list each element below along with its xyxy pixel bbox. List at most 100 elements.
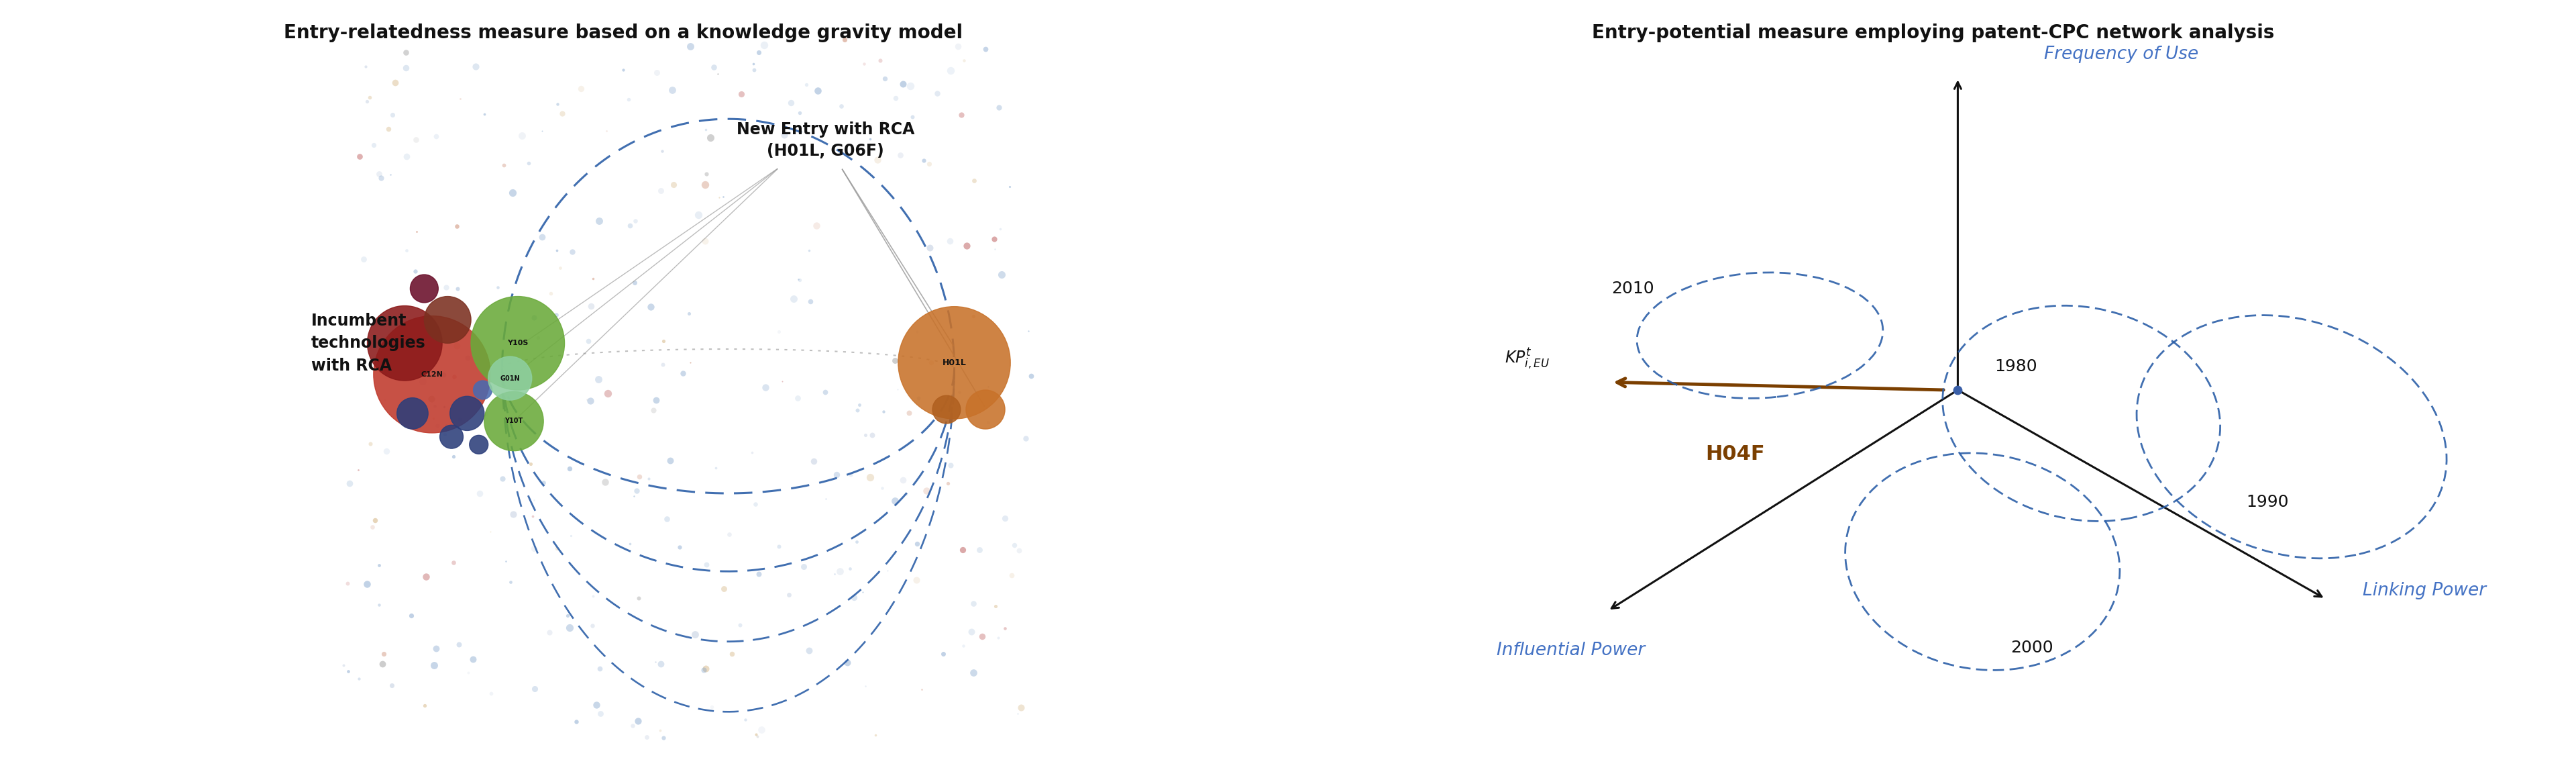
- Point: [618, 470, 659, 483]
- Point: [907, 484, 948, 497]
- Point: [961, 630, 1002, 643]
- Point: [685, 662, 726, 675]
- Point: [806, 493, 848, 505]
- Text: H04F: H04F: [1705, 445, 1765, 464]
- Point: [796, 84, 837, 97]
- Point: [976, 600, 1018, 612]
- Point: [353, 139, 394, 151]
- Point: [513, 542, 554, 555]
- Point: [783, 560, 824, 573]
- Point: [649, 454, 690, 466]
- Point: [580, 707, 621, 720]
- Point: [675, 628, 716, 640]
- Point: [513, 494, 554, 506]
- Point: [744, 381, 786, 393]
- Point: [943, 640, 984, 652]
- Text: Entry-relatedness measure based on a knowledge gravity model: Entry-relatedness measure based on a kno…: [283, 23, 963, 42]
- Point: [538, 261, 580, 274]
- Point: [634, 655, 675, 668]
- Point: [629, 472, 670, 484]
- Point: [690, 700, 732, 713]
- Point: [611, 537, 652, 550]
- Point: [762, 129, 804, 141]
- Point: [549, 463, 590, 475]
- Point: [353, 521, 394, 534]
- Point: [551, 530, 592, 542]
- Point: [567, 393, 608, 406]
- Point: [546, 609, 587, 622]
- Point: [837, 403, 878, 416]
- Text: Y10S: Y10S: [507, 340, 528, 346]
- Point: [626, 731, 667, 743]
- Point: [984, 622, 1025, 634]
- Point: [404, 570, 446, 583]
- Point: [464, 108, 505, 120]
- Point: [1010, 370, 1051, 382]
- Point: [822, 146, 863, 158]
- Point: [556, 715, 598, 728]
- Point: [471, 687, 513, 700]
- Point: [778, 392, 819, 404]
- Point: [963, 43, 1005, 55]
- Point: [685, 235, 726, 247]
- Text: Entry-potential measure employing patent-CPC network analysis: Entry-potential measure employing patent…: [1592, 23, 2275, 42]
- Point: [435, 220, 477, 232]
- Point: [827, 656, 868, 668]
- Point: [997, 707, 1038, 720]
- Point: [778, 106, 819, 119]
- Point: [866, 73, 907, 85]
- Point: [793, 455, 835, 467]
- Point: [850, 133, 891, 145]
- Point: [778, 274, 819, 286]
- Point: [953, 174, 994, 186]
- Point: [904, 154, 945, 167]
- Point: [974, 233, 1015, 246]
- Point: [518, 332, 559, 344]
- Point: [951, 626, 992, 638]
- Point: [1007, 324, 1048, 337]
- Circle shape: [484, 392, 544, 451]
- Point: [757, 541, 799, 553]
- Point: [394, 133, 435, 146]
- Point: [330, 477, 371, 489]
- Point: [896, 537, 938, 550]
- Point: [358, 559, 399, 572]
- Point: [647, 513, 688, 526]
- Point: [773, 292, 814, 305]
- Point: [999, 701, 1041, 714]
- Point: [340, 150, 381, 162]
- Point: [587, 125, 629, 137]
- Point: [363, 647, 404, 660]
- Point: [613, 720, 654, 732]
- Point: [734, 728, 775, 740]
- Point: [1005, 432, 1046, 445]
- Circle shape: [368, 306, 443, 381]
- Point: [909, 242, 951, 254]
- Point: [453, 653, 495, 665]
- Point: [896, 325, 938, 338]
- Point: [677, 208, 719, 221]
- Point: [881, 78, 922, 90]
- Text: C12N: C12N: [420, 371, 443, 378]
- Point: [832, 591, 873, 604]
- Point: [930, 64, 971, 76]
- Point: [631, 301, 672, 314]
- Point: [855, 729, 896, 741]
- Point: [536, 542, 577, 555]
- Point: [515, 682, 556, 695]
- Point: [502, 129, 544, 142]
- Point: [945, 239, 987, 252]
- Point: [984, 512, 1025, 525]
- Point: [778, 273, 819, 285]
- Point: [719, 619, 760, 631]
- Point: [927, 477, 969, 490]
- Text: 2010: 2010: [1613, 281, 1654, 296]
- Point: [513, 509, 554, 522]
- Point: [876, 92, 917, 105]
- Point: [757, 325, 799, 338]
- Point: [685, 168, 726, 180]
- Point: [734, 498, 775, 510]
- Circle shape: [474, 381, 492, 399]
- Point: [943, 544, 984, 556]
- Point: [549, 622, 590, 634]
